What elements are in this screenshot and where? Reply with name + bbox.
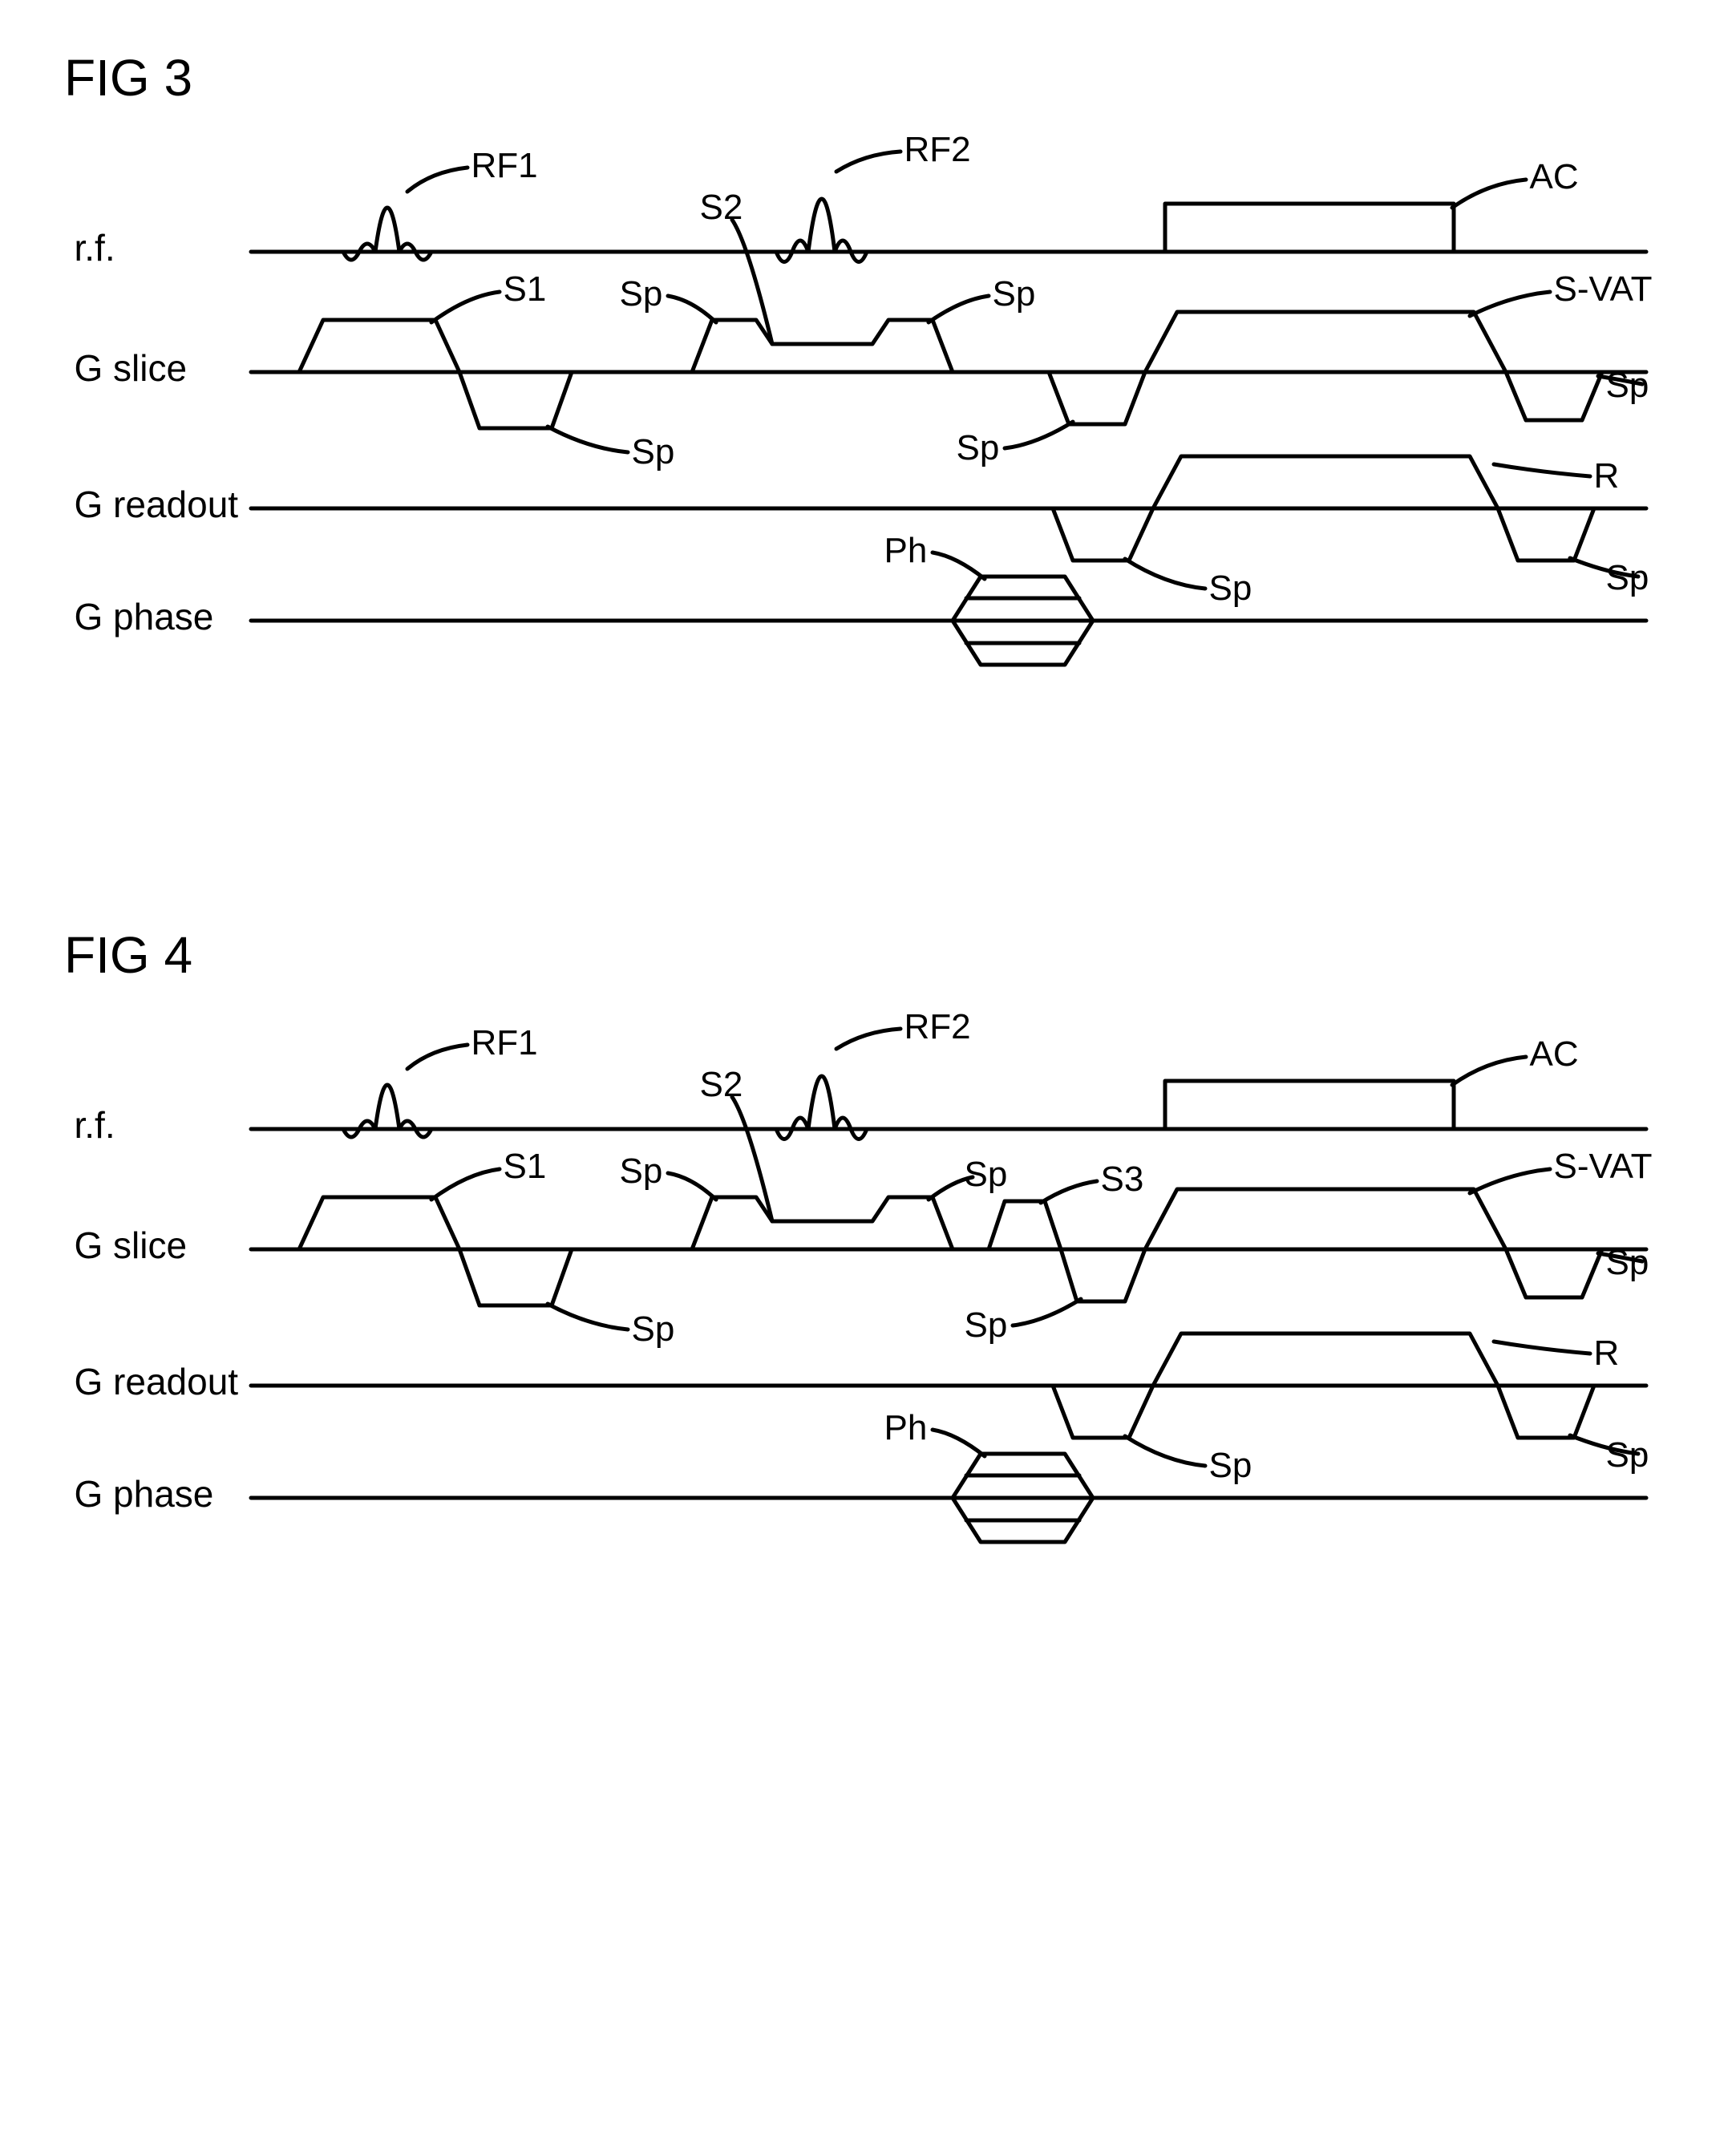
axis-label-rf: r.f. bbox=[75, 226, 115, 269]
label-sp-1-4: Sp bbox=[620, 1151, 663, 1192]
label-sp-7: Sp bbox=[1606, 558, 1649, 598]
figure-3: FIG 3 r.f. G slice G readout G phase bbox=[32, 48, 1704, 701]
label-svat: S-VAT bbox=[1554, 269, 1653, 310]
label-sp-5: Sp bbox=[1606, 366, 1649, 406]
label-sp-4-4: Sp bbox=[965, 1305, 1008, 1346]
figure-4: FIG 4 r.f. G slice G readout G phase bbox=[32, 925, 1704, 1578]
label-svat-4: S-VAT bbox=[1554, 1147, 1653, 1187]
label-sp-6: Sp bbox=[1209, 569, 1252, 609]
axis-label-greadout-4: G readout bbox=[75, 1360, 239, 1403]
label-sp-3-4: Sp bbox=[632, 1309, 675, 1350]
label-rf2: RF2 bbox=[904, 130, 971, 170]
label-r-4: R bbox=[1594, 1333, 1620, 1374]
label-s1-4: S1 bbox=[504, 1147, 547, 1187]
label-sp-7-4: Sp bbox=[1606, 1435, 1649, 1475]
label-r: R bbox=[1594, 456, 1620, 496]
label-s2-4: S2 bbox=[700, 1065, 743, 1105]
label-ph-4: Ph bbox=[884, 1408, 928, 1448]
label-sp-3: Sp bbox=[632, 432, 675, 472]
figure-3-diagram: r.f. G slice G readout G phase bbox=[75, 140, 1662, 701]
label-rf1-4: RF1 bbox=[471, 1023, 538, 1063]
label-rf2-4: RF2 bbox=[904, 1007, 971, 1047]
label-s1: S1 bbox=[504, 269, 547, 310]
figure-4-svg bbox=[75, 1017, 1662, 1578]
figure-3-title: FIG 3 bbox=[64, 48, 1704, 107]
label-sp-2-4: Sp bbox=[965, 1155, 1008, 1195]
axis-label-gphase: G phase bbox=[75, 595, 214, 638]
axis-label-gphase-4: G phase bbox=[75, 1472, 214, 1516]
figure-3-svg bbox=[75, 140, 1662, 701]
label-sp-1: Sp bbox=[620, 274, 663, 314]
label-sp-4: Sp bbox=[957, 428, 1000, 468]
figure-4-diagram: r.f. G slice G readout G phase bbox=[75, 1017, 1662, 1578]
label-sp-2: Sp bbox=[993, 274, 1036, 314]
label-sp-5-4: Sp bbox=[1606, 1243, 1649, 1283]
figure-4-title: FIG 4 bbox=[64, 925, 1704, 985]
label-s3-4: S3 bbox=[1101, 1159, 1144, 1200]
axis-label-gslice-4: G slice bbox=[75, 1224, 188, 1267]
label-ac-4: AC bbox=[1530, 1034, 1579, 1074]
axis-label-greadout: G readout bbox=[75, 483, 239, 526]
label-rf1: RF1 bbox=[471, 146, 538, 186]
label-s2: S2 bbox=[700, 188, 743, 228]
axis-label-rf-4: r.f. bbox=[75, 1103, 115, 1147]
label-sp-6-4: Sp bbox=[1209, 1446, 1252, 1486]
axis-label-gslice: G slice bbox=[75, 346, 188, 390]
label-ac: AC bbox=[1530, 157, 1579, 197]
label-ph: Ph bbox=[884, 531, 928, 571]
